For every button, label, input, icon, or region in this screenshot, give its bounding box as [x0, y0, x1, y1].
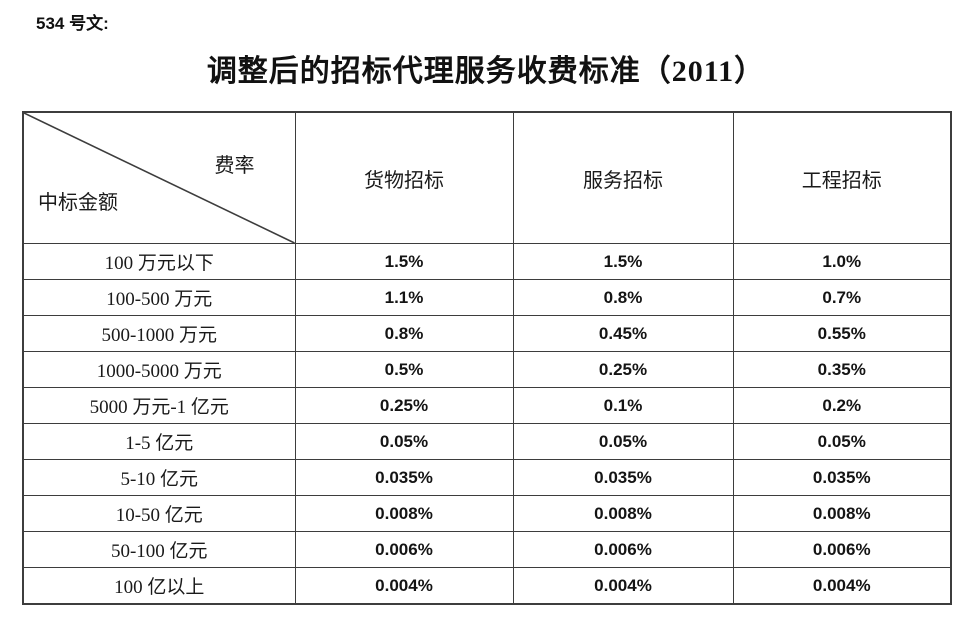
value-cell: 0.004% [512, 567, 734, 605]
value-cell: 0.45% [512, 315, 734, 352]
value-cell: 0.1% [512, 387, 734, 424]
value-cell: 0.004% [294, 567, 514, 605]
table-row: 1-5 亿元 0.05% 0.05% 0.05% [22, 423, 952, 460]
value-cell: 0.5% [294, 351, 514, 388]
value-cell: 0.006% [512, 531, 734, 568]
value-cell: 1.1% [294, 279, 514, 316]
value-cell: 0.004% [732, 567, 952, 605]
row-label-cell: 500-1000 万元 [22, 315, 296, 352]
value-cell: 0.006% [732, 531, 952, 568]
row-label-cell: 1000-5000 万元 [22, 351, 296, 388]
table-row: 50-100 亿元 0.006% 0.006% 0.006% [22, 531, 952, 568]
value-cell: 0.035% [294, 459, 514, 496]
column-header-service-bidding: 服务招标 [512, 111, 734, 244]
table-row: 1000-5000 万元 0.5% 0.25% 0.35% [22, 351, 952, 388]
value-cell: 0.05% [732, 423, 952, 460]
diagonal-divider-line [24, 113, 295, 243]
column-header-goods-bidding: 货物招标 [294, 111, 514, 244]
value-cell: 1.5% [294, 243, 514, 280]
corner-label-amount: 中标金额 [38, 192, 118, 214]
doc-number-label: 534 号文: [36, 14, 109, 33]
value-cell: 0.2% [732, 387, 952, 424]
value-cell: 0.006% [294, 531, 514, 568]
value-cell: 0.8% [294, 315, 514, 352]
table-row: 5000 万元-1 亿元 0.25% 0.1% 0.2% [22, 387, 952, 424]
value-cell: 0.05% [512, 423, 734, 460]
table-row: 100 亿以上 0.004% 0.004% 0.004% [22, 567, 952, 605]
fee-table-body: 100 万元以下 1.5% 1.5% 1.0% 100-500 万元 1.1% 0.8% 0.… [22, 243, 952, 605]
value-cell: 0.25% [294, 387, 514, 424]
value-cell: 0.008% [732, 495, 952, 532]
table-row: 500-1000 万元 0.8% 0.45% 0.55% [22, 315, 952, 352]
value-cell: 0.8% [512, 279, 734, 316]
header-row: 费率 中标金额 货物招标 服务招标 工程招标 [22, 111, 952, 244]
row-label-cell: 5-10 亿元 [22, 459, 296, 496]
corner-label-rate: 费率 [214, 155, 255, 177]
row-label-cell: 100-500 万元 [22, 279, 296, 316]
row-label-cell: 100 亿以上 [22, 567, 296, 605]
value-cell: 1.0% [732, 243, 952, 280]
value-cell: 0.008% [294, 495, 514, 532]
row-label-cell: 100 万元以下 [22, 243, 296, 280]
table-row: 100 万元以下 1.5% 1.5% 1.0% [22, 243, 952, 280]
fee-table: 费率 中标金额 货物招标 服务招标 工程招标 100 万元以下 1.5% 1.5% 1… [22, 111, 952, 605]
row-label-cell: 5000 万元-1 亿元 [22, 387, 296, 424]
value-cell: 0.7% [732, 279, 952, 316]
corner-cell: 费率 中标金额 [22, 111, 296, 244]
table-row: 10-50 亿元 0.008% 0.008% 0.008% [22, 495, 952, 532]
value-cell: 0.035% [732, 459, 952, 496]
column-header-works-bidding: 工程招标 [732, 111, 952, 244]
row-label-cell: 10-50 亿元 [22, 495, 296, 532]
value-cell: 0.55% [732, 315, 952, 352]
row-label-cell: 50-100 亿元 [22, 531, 296, 568]
value-cell: 0.25% [512, 351, 734, 388]
value-cell: 0.05% [294, 423, 514, 460]
value-cell: 1.5% [512, 243, 734, 280]
page-title: 调整后的招标代理服务收费标准（2011） [206, 55, 766, 88]
value-cell: 0.35% [732, 351, 952, 388]
value-cell: 0.035% [512, 459, 734, 496]
value-cell: 0.008% [512, 495, 734, 532]
row-label-cell: 1-5 亿元 [22, 423, 296, 460]
table-row: 5-10 亿元 0.035% 0.035% 0.035% [22, 459, 952, 496]
table-row: 100-500 万元 1.1% 0.8% 0.7% [22, 279, 952, 316]
